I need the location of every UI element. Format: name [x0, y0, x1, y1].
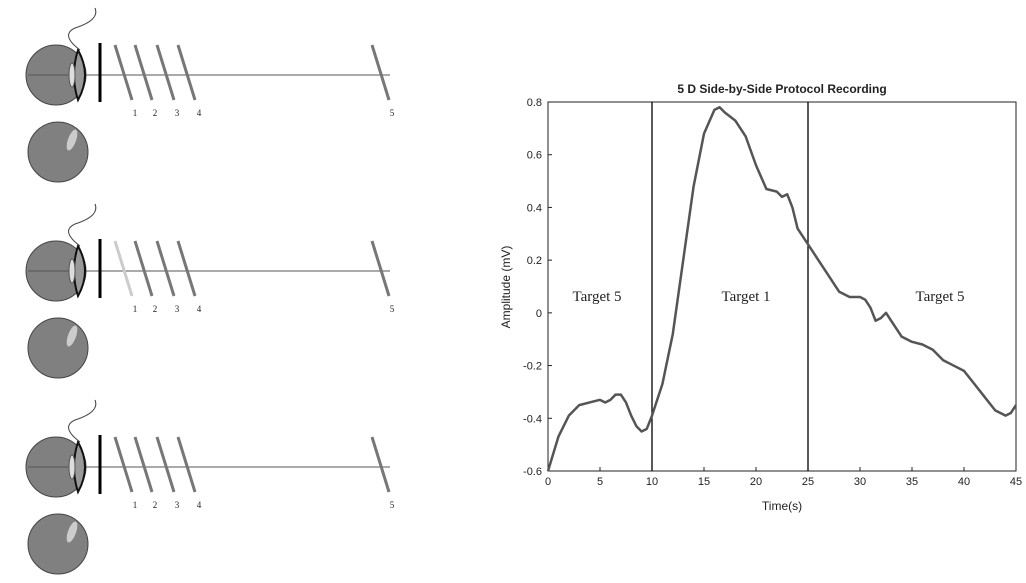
y-tick-label: 0.8 [527, 97, 542, 109]
wire [68, 203, 97, 247]
plot-frame [547, 101, 1017, 472]
target-label: 1 [133, 304, 138, 314]
region-label: Target 5 [572, 289, 621, 305]
target-label: 3 [175, 108, 180, 118]
target [176, 44, 197, 101]
target-label: 2 [153, 500, 158, 510]
target [113, 44, 134, 101]
x-tick-label: 45 [1010, 476, 1022, 488]
pupil [66, 325, 78, 347]
x-tick-label: 20 [750, 476, 762, 488]
target-label: 5 [390, 108, 395, 118]
pupil [68, 454, 76, 480]
target [155, 240, 176, 297]
region-label: Target 5 [915, 289, 964, 305]
y-tick-label: -0.2 [523, 361, 542, 373]
data-line [546, 106, 1018, 472]
region-label: Target 1 [721, 289, 770, 305]
y-tick-label: 0.4 [527, 202, 542, 214]
target [113, 436, 134, 493]
chart-title: 5 D Side-by-Side Protocol Recording [677, 82, 886, 96]
x-tick-label: 0 [545, 476, 551, 488]
x-axis-label: Time(s) [762, 499, 802, 513]
pupil [68, 62, 76, 88]
target-label: 3 [175, 304, 180, 314]
wire [68, 399, 97, 443]
target [176, 436, 197, 493]
target [155, 436, 176, 493]
target [155, 44, 176, 101]
target [176, 240, 197, 297]
lens [73, 439, 86, 495]
y-tick-label: -0.4 [523, 413, 542, 425]
target [133, 240, 154, 297]
pupil [66, 129, 78, 151]
target-label: 4 [197, 108, 202, 118]
y-axis-label: Amplitude (mV) [499, 246, 513, 329]
eye [27, 513, 89, 575]
pupil [68, 258, 76, 284]
target [133, 436, 154, 493]
eye [27, 121, 89, 183]
x-tick-label: 10 [646, 476, 658, 488]
y-tick-label: 0 [536, 308, 542, 320]
target [370, 240, 391, 297]
target-label: 1 [133, 108, 138, 118]
target-label: 1 [133, 500, 138, 510]
x-tick-label: 40 [958, 476, 970, 488]
target [370, 44, 391, 101]
y-tick-label: -0.6 [523, 466, 542, 478]
target-label: 3 [175, 500, 180, 510]
target-label: 4 [197, 304, 202, 314]
x-tick-label: 35 [906, 476, 918, 488]
target [133, 44, 154, 101]
target-label: 5 [390, 304, 395, 314]
y-tick-label: 0.2 [527, 255, 542, 267]
x-tick-label: 5 [597, 476, 603, 488]
x-tick-label: 25 [802, 476, 814, 488]
target-label: 4 [197, 500, 202, 510]
lens [73, 243, 86, 299]
x-tick-label: 30 [854, 476, 866, 488]
pupil [66, 521, 78, 543]
eye [27, 317, 89, 379]
target [113, 240, 134, 297]
target-label: 2 [153, 108, 158, 118]
y-tick-label: 0.6 [527, 150, 542, 162]
x-tick-label: 15 [698, 476, 710, 488]
wire [68, 7, 97, 51]
target [370, 436, 391, 493]
target-label: 5 [390, 500, 395, 510]
target-label: 2 [153, 304, 158, 314]
lens [73, 47, 86, 103]
